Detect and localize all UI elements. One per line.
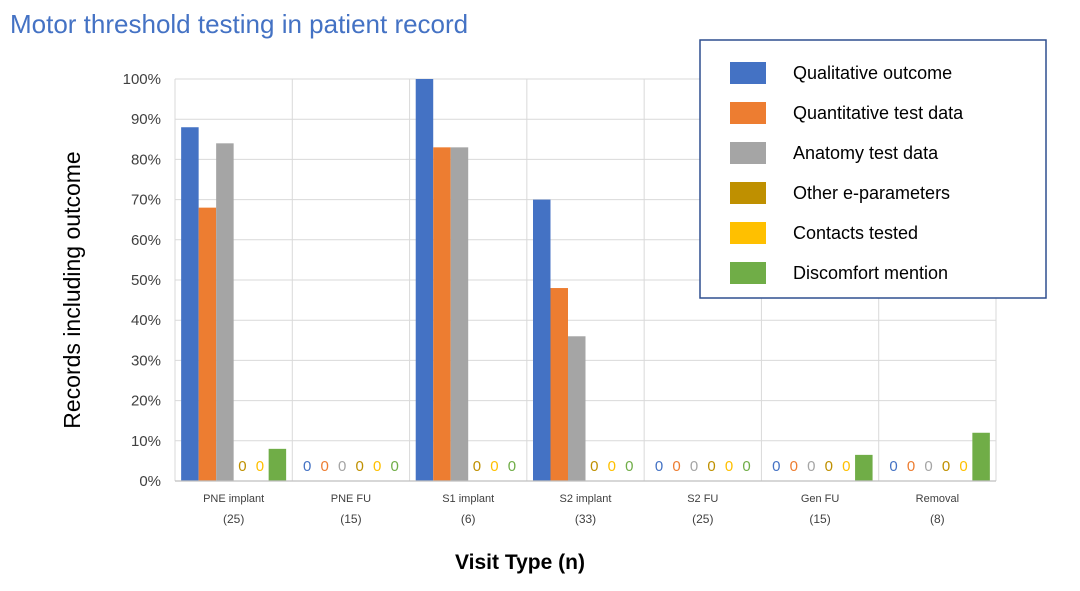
x-tick-label: S1 implant (442, 493, 494, 505)
x-tick-label: PNE FU (331, 493, 371, 505)
x-tick-count: (25) (692, 512, 713, 526)
zero-data-label: 0 (942, 458, 950, 475)
legend-label: Anatomy test data (793, 143, 939, 163)
zero-data-label: 0 (473, 458, 481, 475)
zero-data-label: 0 (490, 458, 498, 475)
x-tick-count: (6) (461, 512, 476, 526)
bar (216, 143, 234, 481)
y-tick-label: 40% (131, 312, 161, 329)
zero-data-label: 0 (790, 458, 798, 475)
zero-data-label: 0 (924, 458, 932, 475)
x-tick-label: S2 implant (560, 493, 612, 505)
zero-data-label: 0 (772, 458, 780, 475)
y-tick-label: 100% (123, 71, 161, 88)
y-tick-label: 90% (131, 111, 161, 128)
x-tick-label: Gen FU (801, 493, 840, 505)
bar (533, 199, 551, 481)
y-tick-label: 50% (131, 272, 161, 289)
bar (568, 336, 586, 481)
legend-label: Contacts tested (793, 223, 918, 243)
zero-data-label: 0 (707, 458, 715, 475)
bar (181, 127, 199, 482)
zero-data-label: 0 (690, 458, 698, 475)
bar (972, 432, 990, 481)
x-tick-label: PNE implant (203, 493, 264, 505)
zero-data-label: 0 (725, 458, 733, 475)
y-axis-label: Records including outcome (59, 151, 85, 428)
legend-swatch (730, 62, 766, 84)
zero-data-label: 0 (373, 458, 381, 475)
zero-data-label: 0 (672, 458, 680, 475)
x-tick-label: S2 FU (687, 493, 718, 505)
y-tick-label: 20% (131, 393, 161, 410)
zero-data-label: 0 (807, 458, 815, 475)
legend-label: Other e-parameters (793, 183, 950, 203)
y-tick-label: 60% (131, 232, 161, 249)
bar (198, 207, 217, 481)
y-tick-label: 10% (131, 433, 161, 450)
y-tick-label: 80% (131, 151, 161, 168)
zero-data-label: 0 (959, 458, 967, 475)
x-tick-label: Removal (916, 493, 959, 505)
legend-label: Quantitative test data (793, 103, 964, 123)
legend-swatch (730, 262, 766, 284)
zero-data-label: 0 (742, 458, 750, 475)
zero-data-label: 0 (508, 458, 516, 475)
zero-data-label: 0 (238, 458, 246, 475)
zero-data-label: 0 (256, 458, 264, 475)
y-tick-label: 30% (131, 352, 161, 369)
zero-data-label: 0 (842, 458, 850, 475)
bar (433, 147, 451, 481)
zero-data-label: 0 (303, 458, 311, 475)
legend-label: Qualitative outcome (793, 63, 952, 83)
bar (415, 79, 434, 481)
y-tick-label: 70% (131, 192, 161, 209)
axes: 0% 10% 20% 30% 40% 50% 60% 70% 80% 90% 100% PNE imp… (123, 71, 996, 526)
zero-data-label: 0 (655, 458, 663, 475)
legend-swatch (730, 102, 766, 124)
zero-data-label: 0 (825, 458, 833, 475)
legend-swatch (730, 222, 766, 244)
zero-data-label: 0 (625, 458, 633, 475)
x-tick-count: (25) (223, 512, 244, 526)
x-tick-count: (33) (575, 512, 596, 526)
x-axis-label: Visit Type (n) (455, 551, 585, 574)
bar (855, 454, 873, 481)
zero-data-label: 0 (338, 458, 346, 475)
zero-data-label: 0 (321, 458, 329, 475)
x-tick-count: (15) (809, 512, 830, 526)
legend-swatch (730, 142, 766, 164)
x-tick-count: (8) (930, 512, 945, 526)
bar (450, 147, 469, 481)
zero-data-label: 0 (889, 458, 897, 475)
bar (550, 288, 568, 481)
y-tick-label: 0% (139, 473, 161, 490)
zero-data-label: 0 (391, 458, 399, 475)
bar (268, 448, 287, 481)
legend-label: Discomfort mention (793, 263, 948, 283)
zero-data-label: 0 (907, 458, 915, 475)
legend: Qualitative outcome Quantitative test dat… (699, 39, 1047, 299)
zero-data-label: 0 (590, 458, 598, 475)
chart-title: Motor threshold testing in patient recor… (10, 9, 468, 39)
zero-data-label: 0 (608, 458, 616, 475)
x-tick-count: (15) (340, 512, 361, 526)
zero-data-label: 0 (356, 458, 364, 475)
legend-swatch (730, 182, 766, 204)
